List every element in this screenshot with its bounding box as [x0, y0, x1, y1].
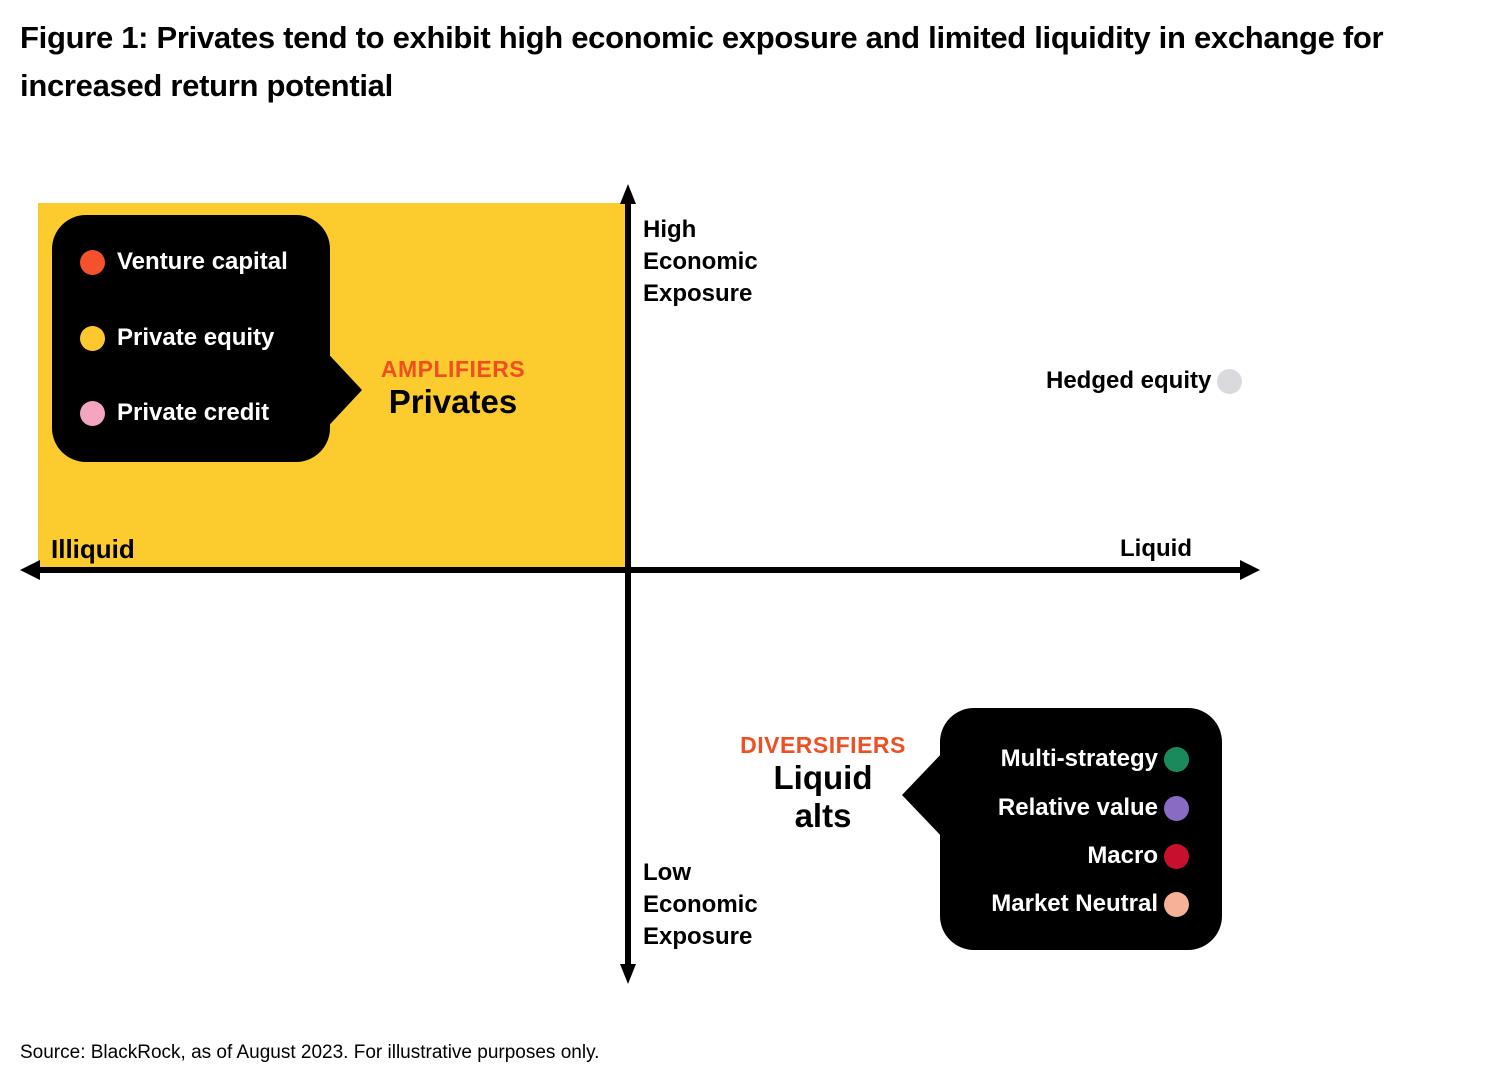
axis-label-low-exposure: Low Economic Exposure [643, 857, 758, 953]
arrow-up-icon [620, 184, 636, 204]
exposure-axis [625, 195, 631, 973]
arrow-left-icon [20, 560, 40, 580]
arrow-down-icon [620, 964, 636, 984]
label-line: High [643, 216, 697, 243]
source-note: Source: BlackRock, as of August 2023. Fo… [20, 1042, 600, 1063]
legend-item-relative-value: Relative value [998, 794, 1189, 822]
hedged-equity-point: Hedged equity [1046, 365, 1243, 397]
legend-label: Market Neutral [991, 890, 1158, 917]
legend-label: Multi-strategy [1000, 745, 1158, 772]
legend-item-private-equity: Private equity [80, 324, 274, 352]
callout-pointer [320, 345, 362, 435]
liquidity-axis [30, 567, 1248, 573]
dot-icon [1217, 368, 1243, 394]
legend-label: Private credit [117, 399, 270, 426]
dot-icon [80, 249, 105, 275]
label-line: Exposure [643, 280, 753, 307]
callout-pointer [902, 750, 945, 840]
arrow-right-icon [1240, 560, 1260, 580]
legend-item-private-credit: Private credit [80, 399, 269, 427]
legend-item-macro: Macro [1087, 842, 1189, 870]
legend-item-multi-strategy: Multi-strategy [1001, 745, 1189, 773]
liquid-alts-callout: Multi-strategy Relative value Macro Mark… [940, 708, 1222, 950]
figure-title: Figure 1: Privates tend to exhibit high … [20, 20, 1384, 103]
legend-label: Macro [1087, 842, 1158, 869]
dot-icon [80, 400, 105, 426]
legend-label: Private equity [117, 324, 275, 351]
axis-label-high-exposure: High Economic Exposure [643, 214, 758, 310]
amplifiers-heading: AMPLIFIERS Privates [372, 356, 534, 421]
dot-icon [1164, 843, 1189, 869]
category-label: AMPLIFIERS [380, 356, 526, 382]
legend-label: Venture capital [117, 248, 288, 275]
privates-callout: Venture capital Private equity Private c… [52, 215, 330, 462]
group-name: Liquid [773, 759, 873, 796]
legend-item-market-neutral: Market Neutral [991, 890, 1189, 918]
dot-icon [1164, 795, 1189, 821]
label-line: Low [643, 859, 691, 886]
legend-label: Relative value [997, 794, 1158, 821]
axis-label-illiquid: Illiquid [51, 534, 135, 564]
label-line: Economic [643, 891, 758, 918]
point-label: Hedged equity [1046, 367, 1212, 394]
group-name: alts [794, 797, 852, 834]
legend-item-venture-capital: Venture capital [80, 248, 288, 276]
label-line: Exposure [643, 923, 753, 950]
diversifiers-heading: DIVERSIFIERS Liquid alts [728, 732, 918, 835]
category-label: DIVERSIFIERS [740, 732, 906, 758]
dot-icon [1164, 746, 1189, 772]
group-name: Privates [388, 383, 518, 420]
axis-label-liquid: Liquid [1120, 535, 1192, 562]
label-line: Economic [643, 248, 758, 275]
dot-icon [1164, 891, 1189, 917]
dot-icon [80, 325, 105, 351]
